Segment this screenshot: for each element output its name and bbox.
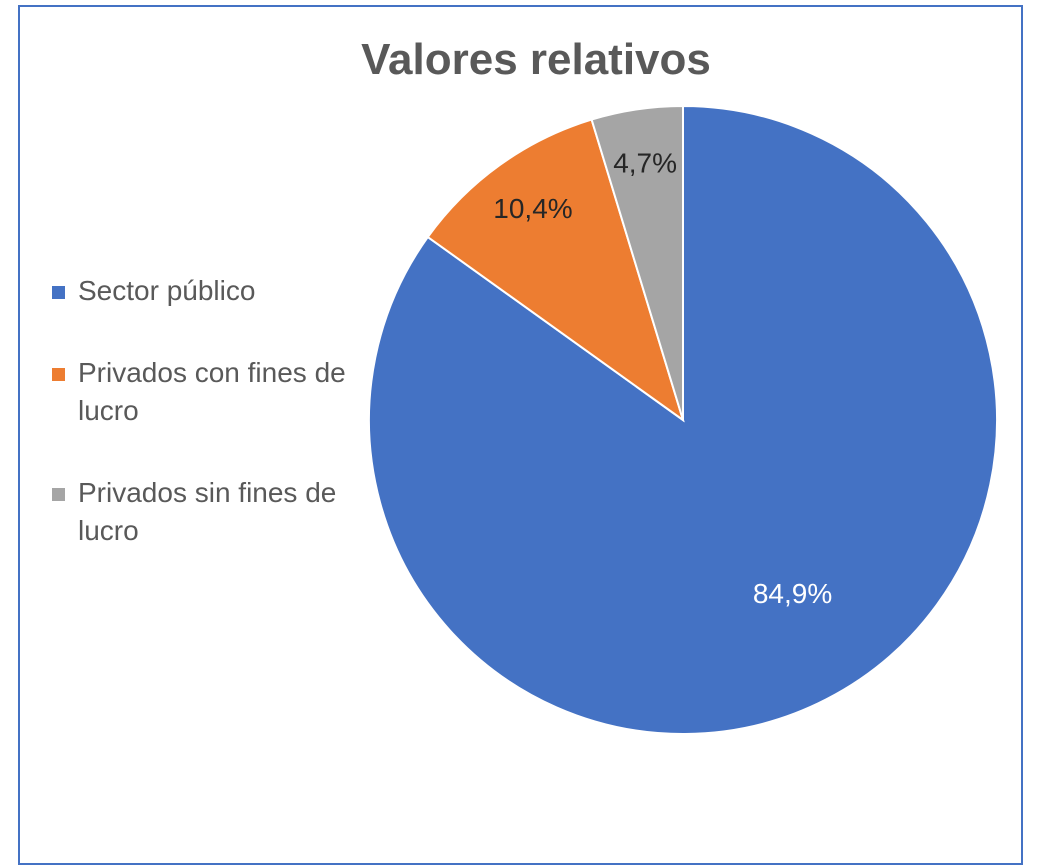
legend-item: Sector público [52,272,352,310]
data-label: 10,4% [493,193,572,224]
legend-swatch [52,286,65,299]
legend-swatch [52,488,65,501]
data-label: 4,7% [613,148,677,179]
chart-title: Valores relativos [361,35,711,84]
legend-label: Privados con fines de lucro [78,357,346,426]
legend-item: Privados sin fines de lucro [52,474,352,550]
legend-label: Privados sin fines de lucro [78,477,337,546]
pie-slice [590,104,684,421]
legend-swatch [52,368,65,381]
pie-slice [426,118,685,423]
legend-label: Sector público [78,275,256,306]
legend-item: Privados con fines de lucro [52,354,352,430]
legend: Sector público Privados con fines de lucr… [52,272,352,594]
data-label: 84,9% [753,578,832,609]
